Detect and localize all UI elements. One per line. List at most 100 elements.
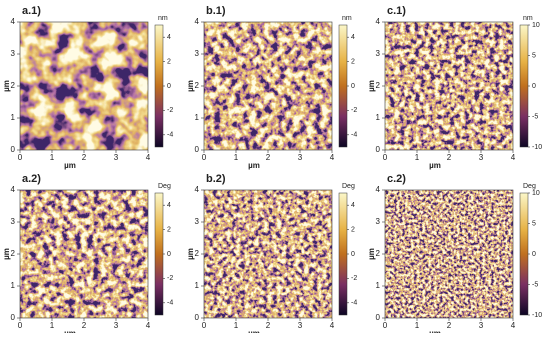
x-tick-label: 1 bbox=[415, 321, 420, 330]
colorbar-tick-label: -4 bbox=[351, 300, 357, 307]
y-tick-label: 1 bbox=[11, 281, 16, 290]
colorbar bbox=[154, 192, 164, 316]
x-tick-label: 4 bbox=[146, 153, 151, 162]
panel-label: b.1) bbox=[206, 5, 226, 17]
colorbar bbox=[338, 24, 348, 148]
colorbar-tick-label: -2 bbox=[351, 107, 357, 114]
y-tick-label: 0 bbox=[195, 313, 200, 322]
colorbar-label: Deg bbox=[158, 183, 171, 190]
y-tick-label: 2 bbox=[11, 249, 16, 258]
panel-label: c.1) bbox=[387, 5, 406, 17]
x-tick-label: 0 bbox=[383, 321, 388, 330]
x-axis-label: µm bbox=[248, 329, 260, 333]
colorbar-tick-label: -4 bbox=[167, 132, 173, 139]
colorbar-tick-label: -5 bbox=[532, 113, 538, 120]
y-tick-label: 2 bbox=[376, 81, 381, 90]
colorbar-tick-label: 5 bbox=[532, 220, 536, 227]
x-tick-label: 0 bbox=[18, 153, 23, 162]
colorbar-tick-label: 4 bbox=[167, 34, 171, 41]
y-tick-label: 4 bbox=[11, 17, 16, 26]
panel-label: a.1) bbox=[22, 5, 41, 17]
x-tick-label: 0 bbox=[202, 321, 207, 330]
x-tick-label: 3 bbox=[479, 321, 484, 330]
y-tick-label: 0 bbox=[376, 145, 381, 154]
colorbar-tick-label: 0 bbox=[532, 83, 536, 90]
colorbar-tick-label: -2 bbox=[351, 275, 357, 282]
x-axis-label: µm bbox=[248, 161, 260, 170]
x-tick-label: 2 bbox=[266, 153, 271, 162]
y-axis-label: µm bbox=[367, 248, 376, 260]
y-tick-label: 0 bbox=[11, 313, 16, 322]
afm-image bbox=[20, 22, 148, 150]
x-tick-label: 2 bbox=[82, 321, 87, 330]
x-tick-label: 3 bbox=[114, 321, 119, 330]
y-axis-label: µm bbox=[186, 248, 195, 260]
y-tick-label: 3 bbox=[11, 217, 16, 226]
colorbar-tick-label: 2 bbox=[351, 226, 355, 233]
colorbar-tick-label: 0 bbox=[351, 251, 355, 258]
afm-image bbox=[204, 22, 332, 150]
x-tick-label: 0 bbox=[202, 153, 207, 162]
colorbar bbox=[519, 192, 529, 316]
colorbar-tick-label: 2 bbox=[167, 58, 171, 65]
x-tick-label: 4 bbox=[146, 321, 151, 330]
x-tick-label: 1 bbox=[50, 321, 55, 330]
colorbar-label: nm bbox=[342, 15, 352, 22]
x-tick-label: 3 bbox=[479, 153, 484, 162]
y-tick-label: 4 bbox=[195, 17, 200, 26]
colorbar-tick-label: 0 bbox=[351, 83, 355, 90]
x-tick-label: 1 bbox=[234, 153, 239, 162]
colorbar-tick-label: 5 bbox=[532, 52, 536, 59]
panel-label: b.2) bbox=[206, 173, 226, 185]
y-tick-label: 3 bbox=[195, 217, 200, 226]
x-tick-label: 4 bbox=[511, 321, 516, 330]
y-tick-label: 2 bbox=[376, 249, 381, 258]
colorbar-tick-label: 0 bbox=[167, 251, 171, 258]
y-tick-label: 1 bbox=[195, 281, 200, 290]
colorbar-tick-label: -4 bbox=[351, 132, 357, 139]
x-axis-label: µm bbox=[429, 329, 441, 333]
y-tick-label: 0 bbox=[195, 145, 200, 154]
y-tick-label: 4 bbox=[376, 185, 381, 194]
colorbar-tick-label: 10 bbox=[532, 22, 540, 29]
afm-image bbox=[385, 190, 513, 318]
x-tick-label: 1 bbox=[50, 153, 55, 162]
x-tick-label: 2 bbox=[447, 321, 452, 330]
y-axis-label: µm bbox=[2, 80, 11, 92]
colorbar-label: nm bbox=[523, 15, 533, 22]
panel-label: a.2) bbox=[22, 173, 41, 185]
y-axis-label: µm bbox=[186, 80, 195, 92]
colorbar-label: nm bbox=[158, 15, 168, 22]
colorbar-tick-label: -10 bbox=[532, 144, 542, 151]
y-tick-label: 1 bbox=[376, 113, 381, 122]
y-tick-label: 1 bbox=[376, 281, 381, 290]
colorbar-tick-label: -2 bbox=[167, 107, 173, 114]
y-tick-label: 2 bbox=[195, 81, 200, 90]
x-axis-label: µm bbox=[64, 161, 76, 170]
y-axis-label: µm bbox=[367, 80, 376, 92]
y-tick-label: 1 bbox=[195, 113, 200, 122]
x-tick-label: 0 bbox=[18, 321, 23, 330]
x-tick-label: 1 bbox=[234, 321, 239, 330]
y-axis-label: µm bbox=[2, 248, 11, 260]
x-tick-label: 2 bbox=[447, 153, 452, 162]
colorbar-tick-label: 4 bbox=[351, 34, 355, 41]
x-axis-label: µm bbox=[429, 161, 441, 170]
colorbar-tick-label: -4 bbox=[167, 300, 173, 307]
colorbar-label: Deg bbox=[342, 183, 355, 190]
colorbar bbox=[338, 192, 348, 316]
colorbar-tick-label: -10 bbox=[532, 312, 542, 319]
colorbar bbox=[154, 24, 164, 148]
y-tick-label: 3 bbox=[376, 217, 381, 226]
y-tick-label: 4 bbox=[376, 17, 381, 26]
colorbar-tick-label: 4 bbox=[167, 202, 171, 209]
x-tick-label: 2 bbox=[82, 153, 87, 162]
x-tick-label: 3 bbox=[114, 153, 119, 162]
x-tick-label: 3 bbox=[298, 153, 303, 162]
panel-label: c.2) bbox=[387, 173, 406, 185]
x-tick-label: 2 bbox=[266, 321, 271, 330]
x-tick-label: 1 bbox=[415, 153, 420, 162]
colorbar-label: Deg bbox=[523, 183, 536, 190]
colorbar bbox=[519, 24, 529, 148]
